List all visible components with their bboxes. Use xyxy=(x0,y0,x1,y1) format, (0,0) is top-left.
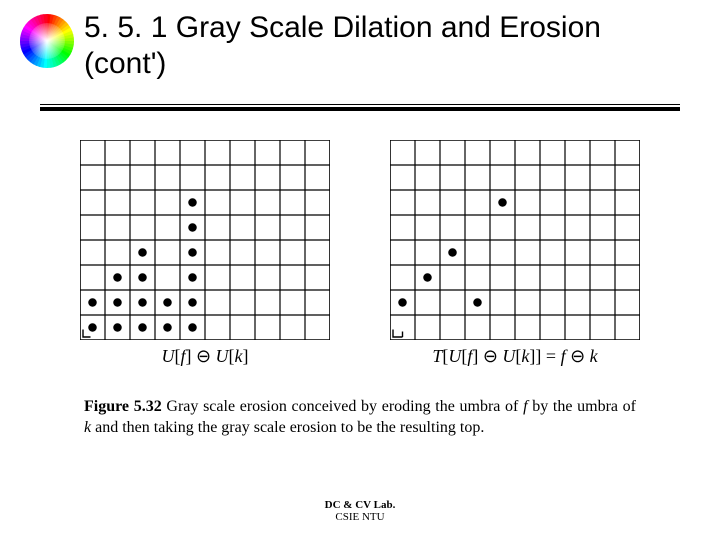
figure-caption: Figure 5.32 Gray scale erosion conceived… xyxy=(84,397,636,439)
color-wheel-icon xyxy=(18,12,76,70)
grid-right xyxy=(390,140,640,340)
grid-left xyxy=(80,140,330,340)
footer-line2: CSIE NTU xyxy=(0,511,720,524)
footer: DC & CV Lab. CSIE NTU xyxy=(0,499,720,524)
figure-area: U[f] ⊖ U[k] T[U[f] ⊖ U[k]] = f ⊖ k Figur… xyxy=(0,140,720,439)
grid-right-caption: T[U[f] ⊖ U[k]] = f ⊖ k xyxy=(432,346,597,367)
title-underline xyxy=(40,104,680,111)
footer-line1: DC & CV Lab. xyxy=(0,499,720,512)
slide-title: 5. 5. 1 Gray Scale Dilation and Erosion … xyxy=(84,10,680,82)
grid-left-caption: U[f] ⊖ U[k] xyxy=(161,346,248,367)
